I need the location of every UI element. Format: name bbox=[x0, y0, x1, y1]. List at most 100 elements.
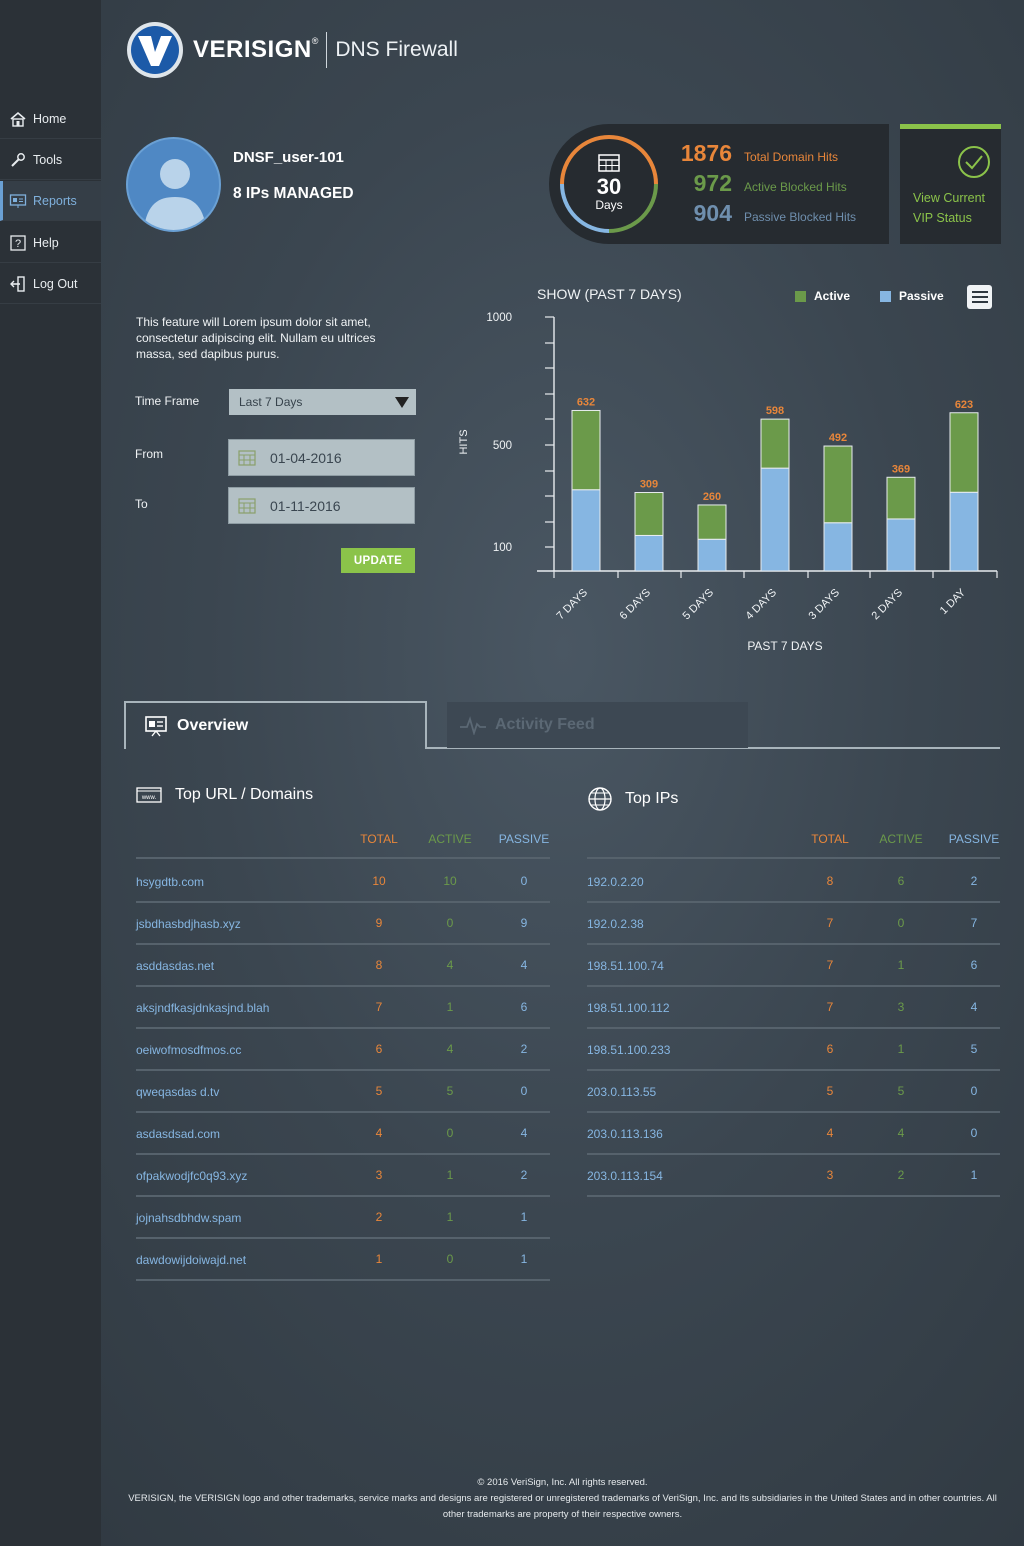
ip-row-name[interactable]: 198.51.100.233 bbox=[587, 1043, 671, 1057]
tab-overview[interactable]: Overview bbox=[124, 701, 427, 749]
sidebar-item-label: Log Out bbox=[33, 276, 78, 291]
url-row-name[interactable]: aksjndfkasjdnkasjnd.blah bbox=[136, 1001, 270, 1015]
ip-row-name[interactable]: 192.0.2.20 bbox=[587, 875, 644, 889]
ip-row-passive: 4 bbox=[970, 1000, 978, 1014]
bar-passive bbox=[571, 489, 601, 572]
calendar-icon bbox=[598, 154, 620, 172]
x-tick-label: 4 DAYS bbox=[744, 587, 780, 623]
tab-activity-label: Activity Feed bbox=[495, 716, 595, 733]
ip-row-total: 5 bbox=[826, 1084, 834, 1098]
ip-row-passive: 1 bbox=[970, 1168, 978, 1182]
url-row-name[interactable]: asddasdas.net bbox=[136, 959, 215, 973]
legend-swatch-passive bbox=[880, 290, 891, 302]
reports-icon bbox=[8, 191, 28, 211]
url-row-name[interactable]: asdasdsad.com bbox=[136, 1127, 221, 1141]
sidebar-item-tools[interactable]: Tools bbox=[0, 140, 101, 180]
y-tick-label: 100 bbox=[493, 542, 512, 554]
url-row-name[interactable]: jsbdhasbdjhasb.xyz bbox=[136, 917, 241, 931]
passive-blocked-row: 904 Passive Blocked Hits bbox=[672, 200, 856, 227]
from-date-field[interactable]: 01-04-2016 bbox=[228, 439, 415, 476]
url-row-passive: 1 bbox=[520, 1252, 528, 1266]
y-tick-label: 500 bbox=[493, 440, 512, 452]
top-urls-title-text: Top URL / Domains bbox=[175, 786, 314, 803]
url-row-active: 4 bbox=[446, 958, 454, 972]
ip-row-name[interactable]: 203.0.113.136 bbox=[587, 1127, 663, 1141]
ip-row-name[interactable]: 192.0.2.38 bbox=[587, 917, 644, 931]
sidebar-item-help[interactable]: ? Help bbox=[0, 223, 101, 263]
url-row-name[interactable]: dawdowijdoiwajd.net bbox=[136, 1253, 247, 1267]
tab-activity-feed[interactable]: Activity Feed bbox=[447, 702, 748, 748]
url-row-name[interactable]: oeiwofmosdfmos.cc bbox=[136, 1043, 242, 1057]
url-row-name[interactable]: ofpakwodjfc0q93.xyz bbox=[136, 1169, 248, 1183]
ip-row-name[interactable]: 198.51.100.112 bbox=[587, 1001, 670, 1015]
chart-title: SHOW (PAST 7 DAYS) bbox=[537, 286, 682, 302]
url-row-total: 8 bbox=[375, 958, 383, 972]
bar-passive bbox=[697, 538, 727, 572]
bar-active bbox=[886, 476, 916, 520]
ip-row-passive: 7 bbox=[970, 916, 978, 930]
legend-label-passive: Passive bbox=[899, 289, 944, 303]
top-ips-title-text: Top IPs bbox=[625, 790, 679, 807]
url-row-name[interactable]: jojnahsdbhdw.spam bbox=[136, 1211, 242, 1225]
url-row-passive: 9 bbox=[520, 916, 528, 930]
bar-active bbox=[571, 409, 601, 491]
ip-row-divider bbox=[587, 943, 1000, 945]
url-row-total: 5 bbox=[375, 1084, 383, 1098]
url-row-total: 3 bbox=[375, 1168, 383, 1182]
active-blocked-row: 972 Active Blocked Hits bbox=[672, 170, 847, 197]
bar-passive bbox=[760, 467, 790, 572]
sidebar-item-logout[interactable]: Log Out bbox=[0, 264, 101, 304]
legend-passive[interactable]: Passive bbox=[880, 289, 944, 303]
sidebar-item-home[interactable]: Home bbox=[0, 99, 101, 139]
url-row-total: 9 bbox=[375, 916, 383, 930]
period-unit: Days bbox=[595, 198, 623, 212]
ip-row-name[interactable]: 203.0.113.154 bbox=[587, 1169, 663, 1183]
vip-status-text[interactable]: View Current VIP Status bbox=[913, 188, 985, 228]
footer-legal: VERISIGN, the VERISIGN logo and other tr… bbox=[128, 1493, 997, 1520]
url-row-active: 1 bbox=[446, 1210, 454, 1224]
sidebar-item-label: Reports bbox=[33, 193, 77, 208]
url-row-passive: 2 bbox=[520, 1168, 528, 1182]
active-blocked-value: 972 bbox=[693, 170, 732, 196]
to-label: To bbox=[135, 497, 148, 511]
app-logo[interactable]: VERISIGN ® DNS Firewall bbox=[125, 20, 458, 80]
ip-row-active: 2 bbox=[897, 1168, 905, 1182]
bar-total-label: 309 bbox=[640, 479, 658, 491]
sidebar-item-reports[interactable]: Reports bbox=[0, 181, 101, 221]
legend-active[interactable]: Active bbox=[795, 289, 850, 303]
vip-status-button[interactable] bbox=[900, 124, 1001, 244]
url-row-name[interactable]: hsygdtb.com bbox=[136, 875, 205, 889]
url-row-passive: 4 bbox=[520, 958, 528, 972]
timeframe-select[interactable]: Last 7 Days bbox=[229, 389, 416, 415]
url-header-total: TOTAL bbox=[360, 832, 398, 846]
pulse-icon bbox=[460, 716, 486, 735]
passive-blocked-label: Passive Blocked Hits bbox=[744, 210, 857, 224]
verisign-logo-icon bbox=[127, 22, 183, 78]
bar-total-label: 260 bbox=[703, 491, 721, 503]
url-row-active: 1 bbox=[446, 1000, 454, 1014]
url-row-name[interactable]: qweqasdas d.tv bbox=[136, 1085, 220, 1099]
vip-line2: VIP Status bbox=[913, 211, 972, 225]
legend-label-active: Active bbox=[814, 289, 851, 303]
ip-row-active: 4 bbox=[897, 1126, 905, 1140]
timeframe-value: Last 7 Days bbox=[239, 395, 303, 409]
ip-row-name[interactable]: 198.51.100.74 bbox=[587, 959, 664, 973]
ip-header-passive: PASSIVE bbox=[948, 832, 1000, 846]
ip-row-name[interactable]: 203.0.113.55 bbox=[587, 1085, 657, 1099]
url-row-active: 10 bbox=[443, 874, 457, 888]
bar-passive bbox=[886, 518, 916, 572]
ip-row-active: 5 bbox=[897, 1084, 905, 1098]
ip-row-passive: 6 bbox=[970, 958, 978, 972]
url-row-divider bbox=[136, 1069, 550, 1071]
ip-row-divider bbox=[587, 901, 1000, 903]
update-button[interactable]: UPDATE bbox=[341, 548, 415, 573]
x-tick-label: 7 DAYS bbox=[555, 587, 591, 623]
sidebar-item-label: Tools bbox=[33, 152, 63, 167]
bar-passive bbox=[949, 491, 979, 572]
bar-total-label: 492 bbox=[829, 432, 847, 444]
chart-menu-button[interactable] bbox=[967, 285, 992, 309]
to-date-field[interactable]: 01-11-2016 bbox=[228, 487, 415, 524]
top-urls-title: www. Top URL / Domains bbox=[136, 786, 313, 804]
bar-total-label: 598 bbox=[766, 405, 784, 417]
chevron-down-icon bbox=[395, 397, 409, 408]
